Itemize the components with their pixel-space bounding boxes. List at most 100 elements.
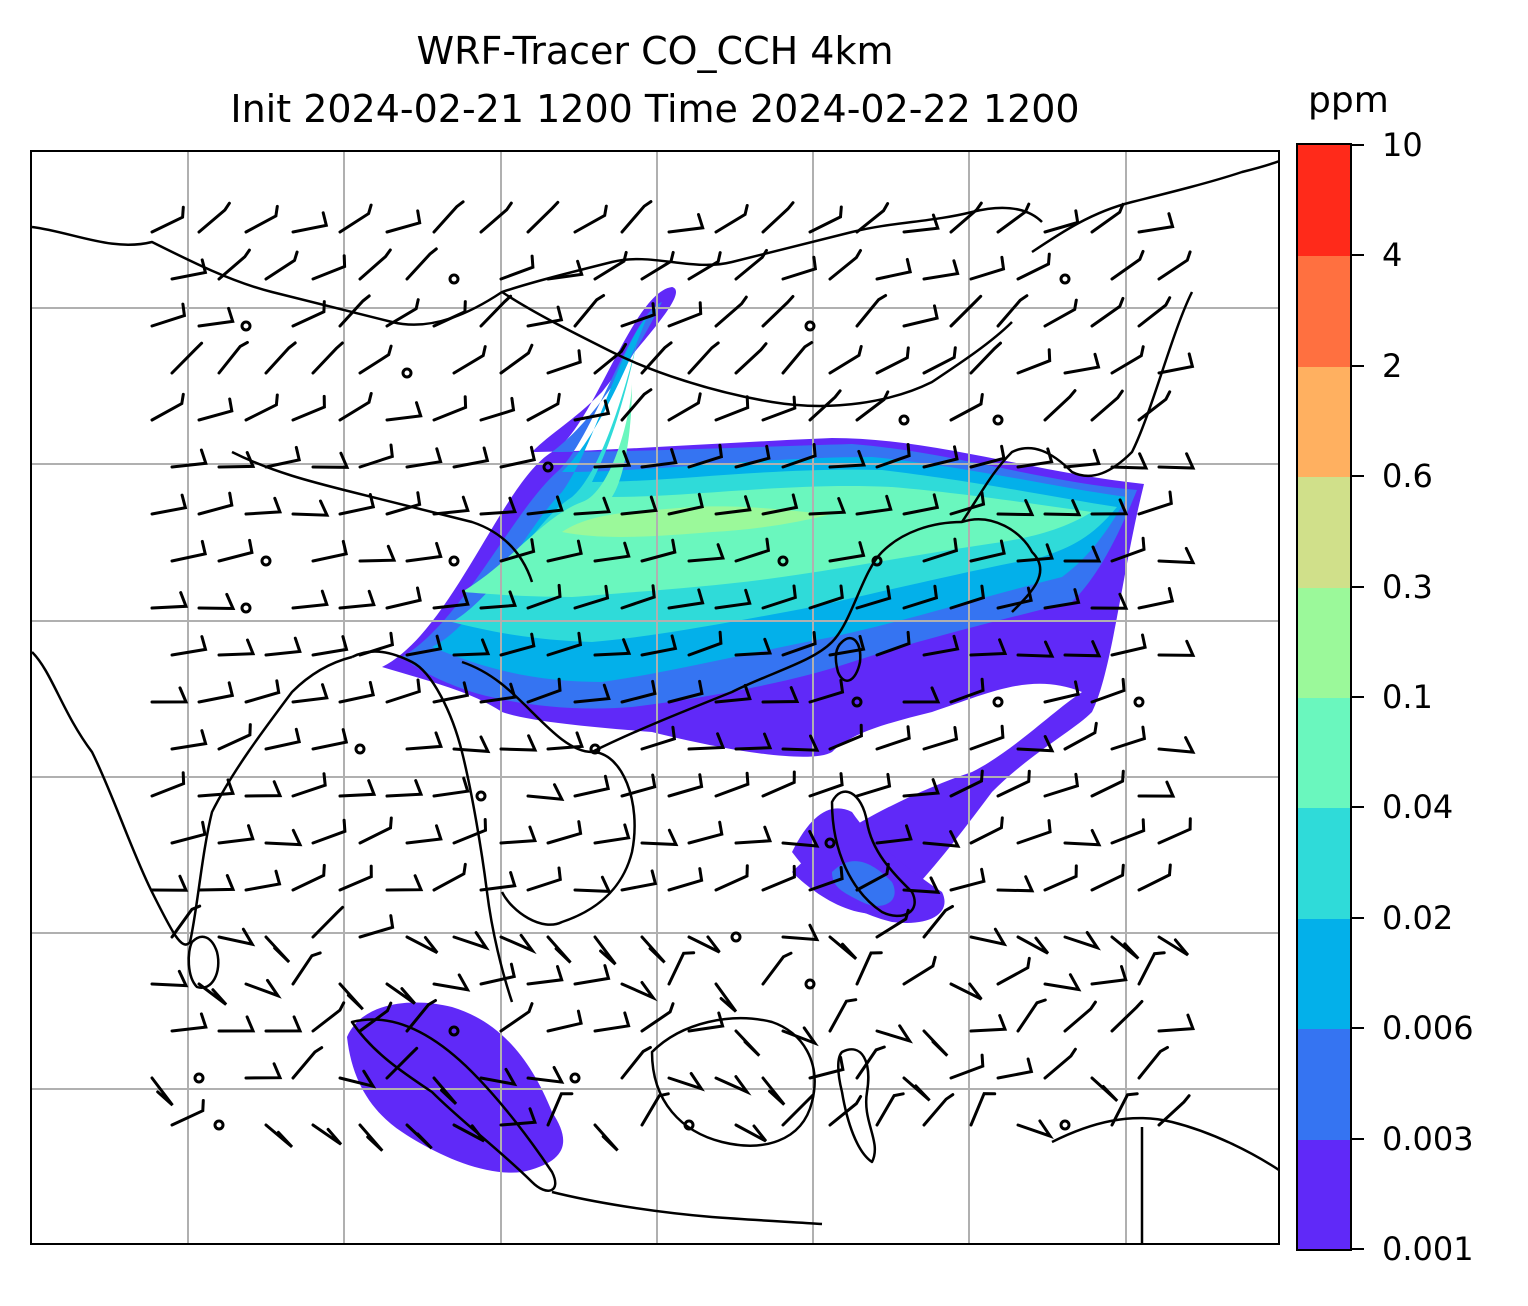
coastline-philippines [830,790,916,918]
wind-barb [640,725,677,751]
wind-barb [902,213,940,234]
colorbar-tick [1352,144,1364,146]
wind-barb [405,824,443,845]
wind-barb [1090,498,1129,516]
wind-barb [1090,1076,1119,1103]
wind-barb [828,998,858,1033]
calm-wind-marker [1059,1119,1071,1131]
wind-barb [734,1029,761,1057]
wind-barb [573,875,612,894]
wind-barb [687,543,725,563]
wind-barb [264,636,302,657]
wind-barb [432,776,470,798]
wind-barb [291,772,327,798]
wind-barb [358,443,394,469]
wind-barb [479,294,513,328]
colorbar-tick [1352,475,1364,478]
wind-barb [949,294,983,328]
wind-barb [1090,296,1125,328]
wind-barb [1043,772,1080,798]
coastline-bay-of-bengal [351,650,514,1003]
colorbar-tick [1352,364,1364,367]
wind-barb [734,537,771,563]
wind-barb [640,634,678,657]
wind-barb [640,448,678,469]
wind-barb [1110,935,1140,960]
wind-barb [620,773,657,798]
wind-barb [1016,735,1055,753]
wind-barb [828,935,858,960]
wind-barb [828,634,866,657]
wind-barb [620,1045,652,1080]
wind-barb [922,1093,955,1127]
calm-wind-marker [213,1119,225,1131]
wind-barb [593,342,627,375]
wind-barb [385,586,422,610]
wind-barb [150,1076,174,1107]
wind-barb [358,1123,384,1152]
wind-barb [781,1093,815,1127]
wind-barb [1016,543,1054,563]
map-panel [30,150,1280,1245]
calm-wind-marker [777,555,789,567]
wind-barb [761,201,795,234]
wind-barb [1016,998,1047,1033]
wind-barb [170,1012,208,1033]
wind-barb [1090,389,1124,422]
wind-barb [1090,965,1128,986]
wind-barb [217,723,252,751]
colorbar-tick-label: 0.006 [1382,1009,1474,1048]
wind-barb [264,1123,294,1149]
wind-barb [949,491,986,516]
wind-barb [338,203,373,234]
calm-wind-marker [824,837,836,849]
wind-barb [1110,452,1149,470]
wind-barb [291,589,329,610]
colorbar-tick-label: 0.02 [1382,898,1454,937]
wind-barb [170,258,208,281]
wind-barb [734,637,773,657]
wind-barb [687,732,726,751]
wind-barb [687,935,721,954]
wind-barb [1110,249,1145,281]
wind-barb [1063,352,1101,375]
wind-barb [1157,817,1192,845]
wind-barb [922,634,960,657]
colorbar-segment [1298,476,1350,588]
wind-barb [1110,1092,1139,1127]
wind-barb [573,964,611,986]
wind-barb [1043,209,1080,234]
wind-barb [875,725,911,751]
wind-barb [640,1092,670,1127]
calm-wind-marker [240,320,252,332]
wind-barb [855,585,892,610]
wind-barb [1157,352,1195,375]
calm-wind-marker [683,1119,695,1131]
wind-barb [593,1011,631,1033]
wind-barb [687,443,724,469]
calm-wind-marker [448,555,460,567]
calm-wind-marker [569,1072,581,1084]
wind-barb [526,495,564,516]
calm-wind-marker [240,602,252,614]
colorbar-segment [1298,1028,1350,1140]
wind-barb [902,1076,931,1102]
wind-barb [640,250,675,281]
wind-barb [244,393,279,422]
wind-barb [452,638,491,657]
wind-barb [667,492,705,516]
calm-wind-marker [804,978,816,990]
wind-barb [499,632,536,657]
wind-barb [405,731,443,751]
wind-barb [620,495,658,516]
wind-barb [499,825,537,845]
calm-wind-marker [851,696,863,708]
wind-barb [385,779,424,798]
wind-barb [573,496,612,516]
wind-barb [170,341,204,375]
wind-barb [358,914,395,939]
wind-barb [922,346,957,375]
wind-barb [875,1024,913,1044]
wind-barb [150,686,189,704]
wind-barb [875,257,913,281]
